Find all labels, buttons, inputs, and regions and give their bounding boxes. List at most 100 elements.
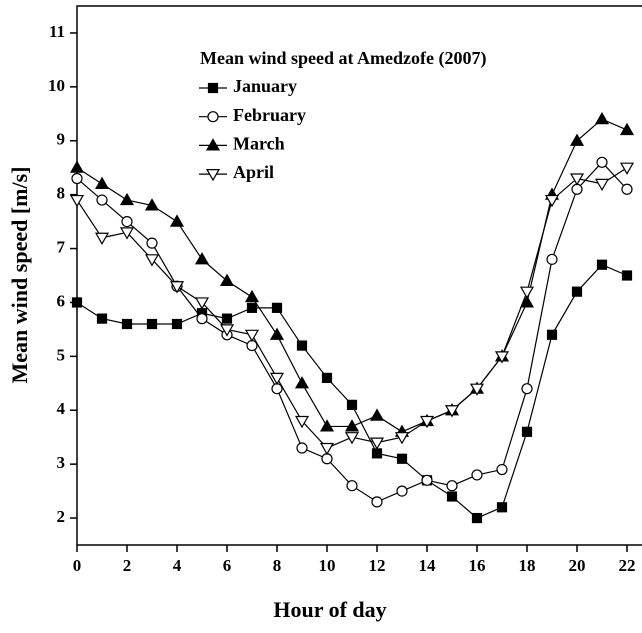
marker [144, 254, 160, 267]
legend-marker [205, 169, 221, 182]
marker [494, 351, 510, 364]
marker [321, 453, 333, 465]
x-axis-label: Hour of day [273, 597, 386, 622]
x-tick-label: 18 [519, 556, 536, 575]
marker [419, 415, 435, 429]
marker [96, 194, 108, 206]
marker [144, 198, 160, 211]
marker [344, 432, 360, 445]
x-tick-label: 14 [419, 556, 437, 575]
marker [621, 183, 633, 195]
marker [519, 286, 535, 299]
marker [594, 178, 610, 192]
legend-label: February [233, 105, 306, 125]
marker [546, 329, 558, 340]
marker [544, 194, 560, 208]
marker [396, 485, 408, 497]
marker [321, 372, 333, 384]
y-tick-label: 7 [57, 237, 66, 256]
y-tick-label: 5 [57, 345, 66, 364]
legend-label: March [233, 134, 285, 154]
marker [471, 512, 483, 524]
y-tick-label: 8 [57, 184, 66, 203]
marker [219, 273, 235, 286]
marker [319, 419, 335, 432]
marker [521, 383, 533, 395]
marker [246, 302, 258, 313]
marker [319, 442, 335, 456]
marker [119, 192, 135, 206]
y-tick-label: 9 [57, 130, 66, 149]
legend-label: April [233, 162, 274, 182]
marker [421, 474, 433, 486]
marker [469, 383, 485, 396]
x-tick-label: 0 [73, 556, 82, 575]
legend-marker [205, 138, 221, 151]
marker [371, 448, 383, 459]
marker [246, 339, 258, 352]
marker [569, 133, 585, 146]
marker [221, 313, 233, 324]
marker [521, 426, 533, 437]
marker [196, 313, 208, 325]
marker [344, 419, 360, 432]
y-tick-label: 10 [48, 76, 65, 95]
legend-label: January [233, 76, 297, 96]
series-line [76, 264, 628, 519]
marker [269, 327, 285, 340]
marker [146, 318, 158, 330]
marker [296, 442, 308, 454]
y-tick-label: 2 [57, 507, 66, 526]
marker [94, 176, 110, 189]
y-tick-label: 4 [57, 399, 66, 418]
marker [569, 173, 585, 186]
marker [171, 318, 183, 330]
x-tick-label: 12 [369, 556, 386, 575]
marker [496, 502, 508, 513]
marker [369, 437, 385, 450]
series-line [76, 161, 628, 503]
marker [471, 469, 483, 481]
y-axis-label: Mean wind speed [m/s] [7, 167, 32, 384]
marker [119, 227, 135, 240]
marker [294, 376, 310, 389]
marker [244, 329, 260, 342]
marker [596, 156, 608, 168]
marker [346, 399, 358, 410]
x-tick-label: 8 [273, 556, 282, 575]
marker [169, 214, 185, 227]
legend-title: Mean wind speed at Amedzofe (2007) [200, 48, 486, 69]
marker [146, 237, 158, 249]
marker [519, 295, 535, 308]
marker [619, 122, 635, 136]
marker [396, 453, 408, 464]
marker [71, 297, 83, 308]
marker [571, 183, 583, 195]
x-tick-label: 22 [619, 556, 636, 575]
marker [546, 253, 558, 265]
marker [69, 160, 85, 173]
legend-marker [207, 111, 219, 123]
marker [444, 405, 460, 418]
marker [394, 432, 410, 445]
plot-frame [76, 5, 642, 546]
x-tick-label: 2 [123, 556, 132, 575]
marker [594, 111, 610, 125]
marker [446, 480, 458, 492]
series-line [76, 118, 628, 433]
marker [271, 383, 283, 395]
x-tick-label: 6 [223, 556, 232, 575]
marker [369, 408, 385, 421]
x-tick-label: 10 [319, 556, 336, 575]
marker [71, 172, 83, 185]
marker [619, 162, 635, 175]
marker [121, 318, 133, 330]
marker [169, 281, 185, 294]
legend-marker [207, 82, 219, 94]
marker [194, 252, 210, 265]
marker [446, 491, 458, 502]
y-tick-label: 6 [57, 291, 66, 310]
marker [371, 496, 383, 508]
marker [244, 289, 260, 303]
